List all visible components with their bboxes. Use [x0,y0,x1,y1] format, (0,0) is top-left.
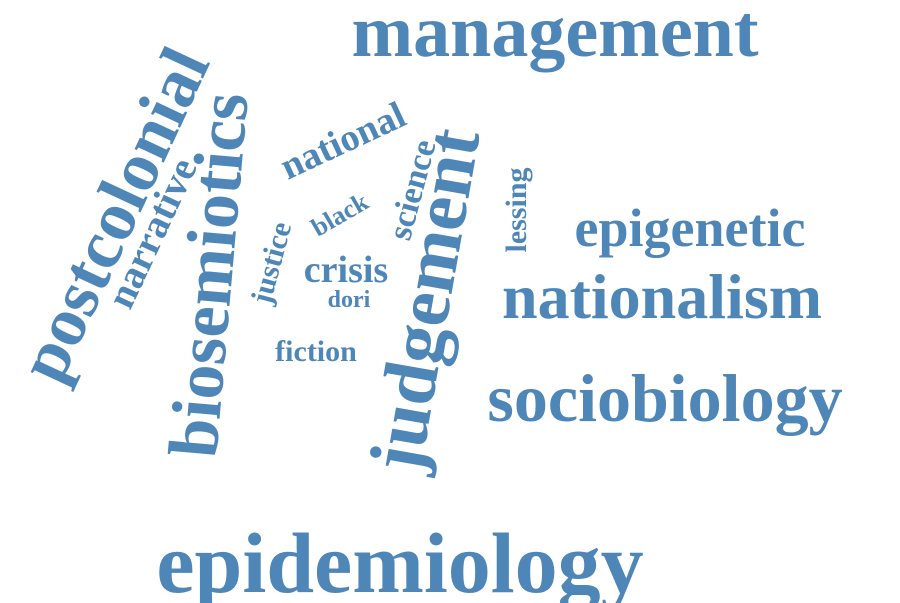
word-black: black [306,186,374,243]
word-epigenetic: epigenetic [574,198,806,258]
word-judgement: judgement [353,122,497,478]
word-dori: dori [327,287,371,313]
word-justice: justice [244,218,299,308]
word-sociobiology: sociobiology [487,360,843,436]
word-epidemiology: epidemiology [156,515,644,603]
word-national: national [273,93,413,189]
word-fiction: fiction [275,335,357,368]
word-management: management [351,0,759,73]
word-lessing: lessing [500,167,533,253]
word-crisis: crisis [303,249,389,291]
word-nationalism: nationalism [501,261,823,332]
